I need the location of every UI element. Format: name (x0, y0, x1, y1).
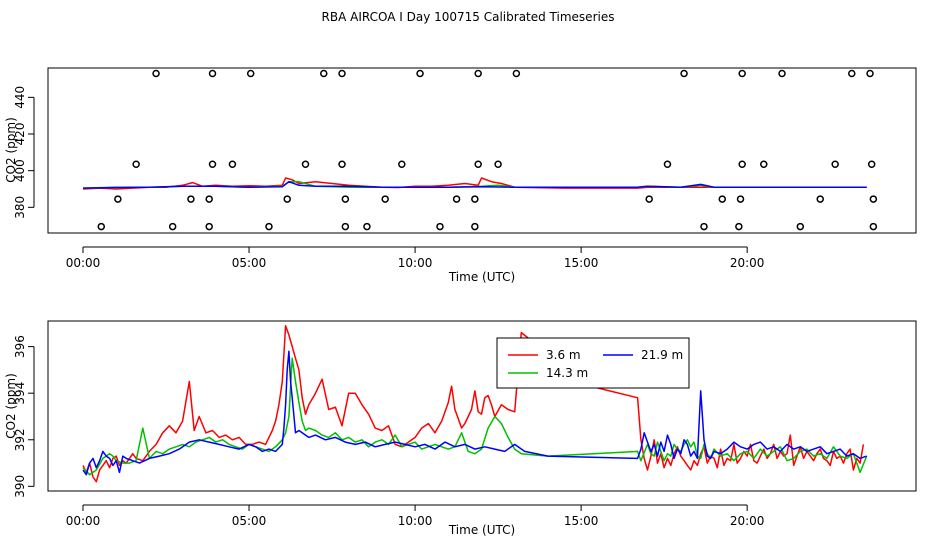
x-tick-label-top: 10:00 (398, 256, 433, 270)
panel-top: 00:00 05:00 10:00 15:00 20:00 380 400 420 440 T… (4, 67, 917, 284)
data-marker (474, 69, 482, 78)
y-tick-label-top: 400 (13, 159, 27, 182)
x-axis-bottom: 00:00 05:00 10:00 15:00 20:00 (66, 504, 765, 528)
y-axis-bottom: 390 392 394 396 (13, 335, 35, 498)
data-marker (208, 160, 217, 168)
data-marker (205, 195, 213, 203)
marker-layer-top (97, 69, 878, 231)
data-marker (416, 69, 424, 78)
data-marker (866, 69, 874, 78)
y-axis-label-bottom: CO2 (ppm) (4, 373, 18, 439)
data-marker (436, 222, 444, 231)
data-marker (494, 160, 502, 168)
data-marker (760, 160, 768, 168)
legend-label: 21.9 m (641, 348, 683, 362)
data-marker (471, 195, 479, 203)
y-tick-label-top: 420 (13, 123, 27, 146)
data-marker (381, 195, 389, 203)
data-marker (718, 195, 727, 203)
series-line-bottom-2 (82, 350, 867, 476)
x-tick-label-bottom: 20:00 (730, 514, 765, 528)
data-marker (778, 69, 786, 78)
legend-label: 3.6 m (546, 348, 581, 362)
data-marker (663, 160, 672, 168)
data-marker (869, 195, 878, 203)
x-axis-label-bottom: Time (UTC) (448, 523, 515, 537)
y-tick-label-bottom: 392 (13, 428, 27, 451)
data-marker (796, 222, 805, 231)
x-tick-label-top: 15:00 (564, 256, 599, 270)
data-marker (228, 160, 237, 168)
y-tick-label-top: 380 (13, 196, 27, 219)
plot-frame-top (47, 67, 917, 234)
legend-label: 14.3 m (546, 366, 588, 380)
x-tick-label-top: 00:00 (66, 256, 101, 270)
x-tick-label-bottom: 10:00 (398, 514, 433, 528)
data-marker (869, 222, 878, 231)
data-marker (735, 222, 743, 231)
data-marker (848, 69, 856, 78)
data-marker (512, 69, 521, 78)
x-tick-label-bottom: 00:00 (66, 514, 101, 528)
y-tick-label-top: 440 (13, 86, 27, 109)
data-marker (471, 222, 479, 231)
data-marker (338, 69, 346, 78)
data-marker (736, 195, 745, 203)
y-axis-label-top: CO2 (ppm) (4, 117, 18, 183)
data-marker (205, 222, 213, 231)
series-line-top-2 (82, 180, 867, 189)
data-marker (700, 222, 708, 231)
data-marker (738, 69, 746, 78)
data-marker (187, 195, 195, 203)
x-tick-label-bottom: 05:00 (232, 514, 267, 528)
data-marker (114, 195, 122, 203)
y-tick-label-bottom: 390 (13, 475, 27, 498)
panel-bottom: 00:00 05:00 10:00 15:00 20:00 390 392 394 396 3… (4, 320, 917, 537)
data-marker (398, 160, 406, 168)
x-tick-label-top: 05:00 (232, 256, 267, 270)
data-marker (867, 160, 876, 168)
data-marker (738, 160, 746, 168)
data-marker (208, 69, 217, 78)
data-marker (283, 195, 291, 203)
x-tick-label-top: 20:00 (730, 256, 765, 270)
data-marker (320, 69, 328, 78)
x-axis-top: 00:00 05:00 10:00 15:00 20:00 (66, 246, 765, 270)
data-marker (452, 195, 461, 203)
y-tick-label-bottom: 396 (13, 335, 27, 358)
plot-frame-bottom (47, 320, 917, 492)
data-marker (265, 222, 273, 231)
legend: 3.6 m 21.9 m 14.3 m (496, 337, 690, 389)
data-marker (680, 69, 688, 78)
series-line-bottom-1 (82, 357, 868, 476)
series-line-bottom-0 (82, 324, 865, 483)
chart-title: RBA AIRCOA I Day 100715 Calibrated Times… (322, 10, 615, 24)
legend-box (496, 337, 690, 389)
data-marker (645, 195, 653, 203)
y-axis-top: 380 400 420 440 (13, 86, 35, 219)
data-marker (301, 160, 310, 168)
x-tick-label-bottom: 15:00 (564, 514, 599, 528)
data-marker (132, 160, 140, 168)
data-marker (363, 222, 371, 231)
data-marker (341, 222, 350, 231)
data-marker (341, 195, 350, 203)
data-marker (97, 222, 106, 231)
data-marker (474, 160, 482, 168)
data-marker (816, 195, 824, 203)
data-marker (168, 222, 177, 231)
data-marker (152, 69, 160, 78)
data-marker (831, 160, 839, 168)
x-axis-label-top: Time (UTC) (448, 270, 515, 284)
data-marker (338, 160, 346, 168)
y-tick-label-bottom: 394 (13, 382, 27, 405)
series-layer-top (82, 177, 867, 190)
series-layer-bottom (82, 324, 868, 483)
data-marker (246, 69, 255, 78)
